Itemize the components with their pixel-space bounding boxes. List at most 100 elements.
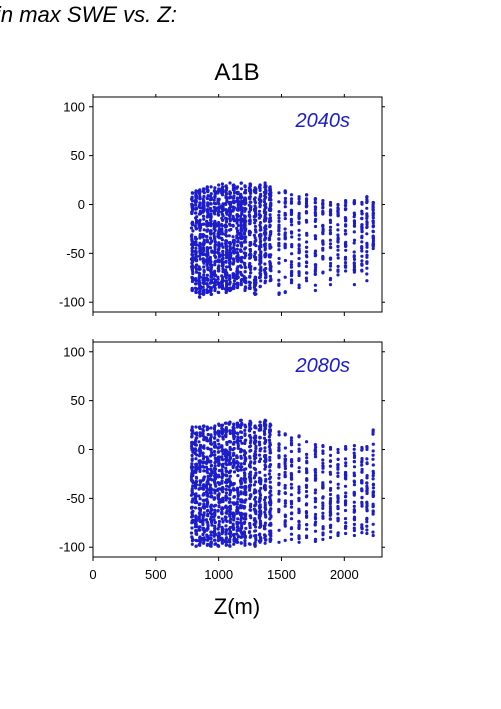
data-point [268,500,272,504]
data-point [328,453,333,457]
data-point [198,234,202,238]
data-point [259,486,263,490]
data-point [232,201,236,205]
data-point [201,532,205,537]
data-point [198,528,202,532]
data-point [220,445,224,449]
data-point [313,476,318,480]
data-point [352,255,356,259]
data-point [277,278,281,282]
data-point [254,244,258,248]
data-point [304,503,308,507]
data-point [297,195,301,199]
data-point [194,457,198,461]
data-point [206,210,210,214]
data-point [268,455,272,459]
data-point [213,511,217,515]
data-point [253,449,257,454]
data-point [205,533,209,537]
data-point [212,534,216,538]
data-point [283,189,287,193]
data-point [277,213,281,217]
data-point [248,189,252,193]
data-point [328,242,333,246]
data-point [208,236,213,240]
data-point [344,447,348,451]
data-point [201,451,205,455]
data-point [197,271,201,275]
data-point [236,517,240,521]
data-point [236,208,240,212]
data-point [236,488,240,492]
data-point [197,466,201,471]
data-point [209,495,213,499]
data-point [257,516,262,520]
data-point [297,443,301,447]
data-point [228,202,232,206]
data-point [313,197,317,201]
data-point [205,527,209,531]
data-point [217,422,221,426]
data-point [201,527,205,532]
data-point [304,204,308,208]
data-point [208,255,212,260]
data-point [216,496,220,500]
data-point [313,219,317,223]
data-point [336,244,340,248]
data-point [201,253,205,257]
data-point [239,541,243,545]
data-point [239,418,243,422]
data-point [305,494,309,498]
data-point [352,213,357,217]
data-point [277,256,281,261]
data-point [243,261,247,265]
data-point [263,228,267,232]
data-point [202,455,206,459]
data-point [321,470,325,474]
data-point [258,509,263,513]
data-point [205,520,209,524]
data-point [259,279,263,283]
data-point [258,540,262,544]
data-point [248,261,252,266]
data-point [263,473,267,477]
data-point [313,468,317,472]
data-point [352,493,356,497]
data-point [206,194,210,198]
data-point [258,479,262,483]
data-point [329,261,333,266]
data-point [313,452,317,456]
data-point [313,224,318,229]
data-point [236,265,240,269]
data-point [242,236,246,240]
data-point [228,282,232,286]
data-point [221,449,225,453]
data-point [277,481,281,485]
data-point [248,286,252,291]
data-point [243,423,247,427]
data-point [190,222,194,226]
data-point [336,495,340,499]
data-point [232,488,236,492]
data-point [197,285,202,290]
data-point [283,196,287,201]
data-point [193,432,198,436]
data-point [329,213,333,217]
data-point [254,238,258,242]
data-point [343,255,348,259]
data-point [344,477,348,481]
data-point [277,225,281,229]
data-point [232,434,236,438]
data-point [360,212,364,216]
data-point [244,526,248,531]
data-point [249,439,253,443]
data-point [344,524,348,529]
data-point [268,429,272,433]
data-point [360,457,364,461]
data-point [238,214,243,218]
data-point [244,467,248,471]
data-point [217,183,221,187]
data-point [213,513,217,517]
data-point [297,283,301,287]
data-point [217,264,221,268]
